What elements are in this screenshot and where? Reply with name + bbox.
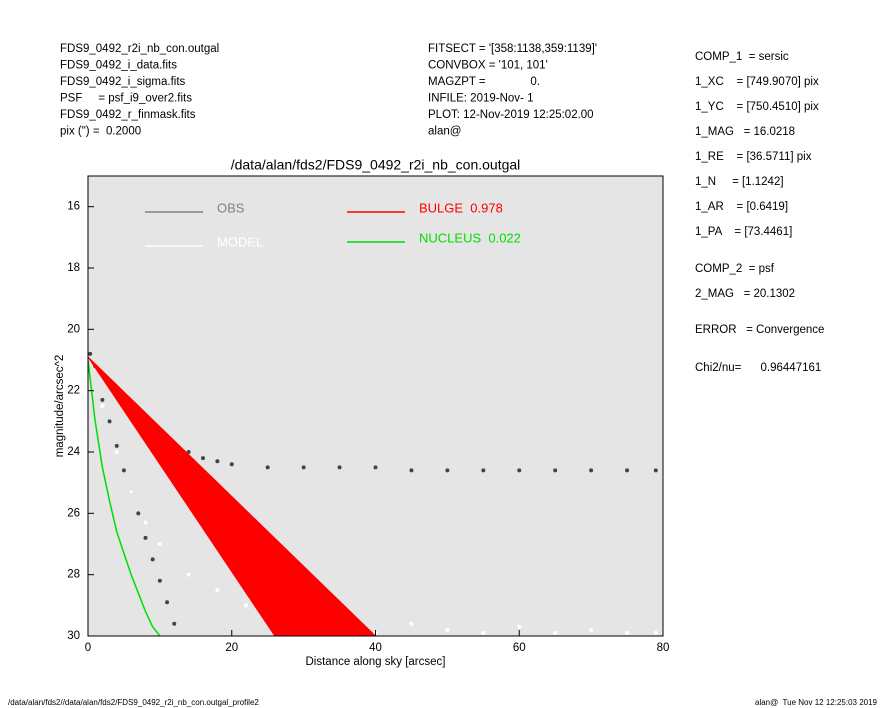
header-left-line: PSF = psf_i9_over2.fits	[60, 93, 192, 105]
footer-right: alan@ Tue Nov 12 12:25:03 2019	[755, 698, 878, 707]
point	[409, 621, 414, 626]
point	[143, 520, 148, 525]
point	[301, 465, 306, 470]
point	[172, 621, 177, 626]
y-tick-label: 18	[67, 262, 80, 274]
point	[136, 511, 141, 516]
x-tick-label: 60	[513, 642, 526, 654]
header-center-line: MAGZPT = 0.	[428, 76, 540, 88]
point	[589, 468, 594, 473]
header-left-line: FDS9_0492_r_finmask.fits	[60, 109, 196, 121]
y-tick-label: 22	[67, 385, 80, 397]
point	[229, 462, 234, 467]
component-line: 1_AR = [0.6419]	[695, 201, 788, 213]
legend-label: NUCLEUS 0.022	[419, 230, 521, 245]
y-tick-label: 26	[67, 507, 80, 519]
x-axis-label: Distance along sky [arcsec]	[306, 656, 446, 668]
header-center-line: alan@	[428, 126, 461, 138]
point	[157, 542, 162, 546]
header-center-line: PLOT: 12-Nov-2019 12:25:02.00	[428, 109, 594, 121]
legend-label: OBS	[217, 200, 245, 215]
point	[653, 468, 658, 473]
header-left-line: pix (") = 0.2000	[60, 126, 141, 138]
point	[445, 627, 450, 632]
point	[409, 468, 414, 473]
component-line: 1_MAG = 16.0218	[695, 126, 795, 138]
point	[186, 572, 191, 577]
y-tick-label: 16	[67, 201, 80, 213]
component-line: 2_MAG = 20.1302	[695, 288, 795, 300]
component-line: 1_PA = [73.4461]	[695, 226, 792, 238]
point	[150, 557, 155, 562]
y-tick-label: 30	[67, 630, 80, 642]
header-left-line: FDS9_0492_i_data.fits	[60, 60, 177, 72]
legend-label: BULGE 0.978	[419, 200, 503, 215]
point	[88, 351, 93, 356]
header-center-line: INFILE: 2019-Nov- 1	[428, 93, 533, 105]
component-line: Chi2/nu= 0.96447161	[695, 362, 821, 374]
header-center-line: FITSECT = '[358:1138,359:1139]'	[428, 43, 597, 55]
point	[165, 600, 170, 605]
x-tick-label: 0	[85, 642, 91, 654]
component-line: 1_N = [1.1242]	[695, 176, 784, 188]
point	[114, 443, 119, 448]
point	[481, 630, 486, 635]
point	[201, 456, 205, 461]
x-tick-label: 40	[369, 642, 382, 654]
point	[589, 627, 594, 632]
plot-background	[88, 176, 663, 636]
footer-left: /data/alan/fds2//data/alan/fds2/FDS9_049…	[8, 698, 259, 707]
point	[157, 578, 162, 583]
point	[553, 630, 558, 635]
y-tick-label: 20	[67, 323, 80, 335]
nucleus-line	[88, 359, 161, 636]
bulge-area	[88, 356, 377, 636]
point	[114, 450, 119, 454]
header-center-line: CONVBOX = '101, 101'	[428, 60, 548, 72]
x-tick-label: 80	[657, 642, 670, 654]
point	[244, 603, 249, 608]
point	[373, 465, 378, 470]
point	[553, 468, 558, 473]
y-tick-label: 28	[67, 569, 80, 581]
y-tick-label: 24	[67, 446, 80, 458]
point	[265, 465, 270, 470]
y-axis-label: magnitude/arcsec^2	[54, 355, 66, 458]
point	[143, 535, 148, 540]
chart-title: /data/alan/fds2/FDS9_0492_r2i_nb_con.out…	[231, 157, 521, 173]
point	[445, 468, 450, 473]
point	[625, 468, 630, 473]
component-line: ERROR = Convergence	[695, 324, 824, 336]
header-left-line: FDS9_0492_i_sigma.fits	[60, 76, 186, 88]
point	[215, 459, 220, 464]
component-line: 1_RE = [36.5711] pix	[695, 151, 812, 163]
point	[625, 630, 630, 635]
point	[100, 404, 105, 408]
point	[129, 489, 134, 494]
component-line: 1_XC = [749.9070] pix	[695, 76, 819, 88]
point	[653, 630, 658, 635]
point	[107, 419, 112, 424]
x-tick-label: 20	[225, 642, 238, 654]
component-line: 1_YC = [750.4510] pix	[695, 101, 819, 113]
point	[517, 624, 522, 629]
point	[481, 468, 486, 473]
point	[337, 465, 342, 470]
point	[121, 468, 126, 473]
header-left-line: FDS9_0492_r2i_nb_con.outgal	[60, 43, 219, 55]
component-line: COMP_1 = sersic	[695, 51, 789, 63]
plot-layer	[88, 351, 658, 636]
point	[517, 468, 522, 473]
legend-label: MODEL	[217, 234, 263, 249]
component-line: COMP_2 = psf	[695, 263, 775, 275]
point	[215, 588, 220, 592]
point	[100, 397, 105, 402]
